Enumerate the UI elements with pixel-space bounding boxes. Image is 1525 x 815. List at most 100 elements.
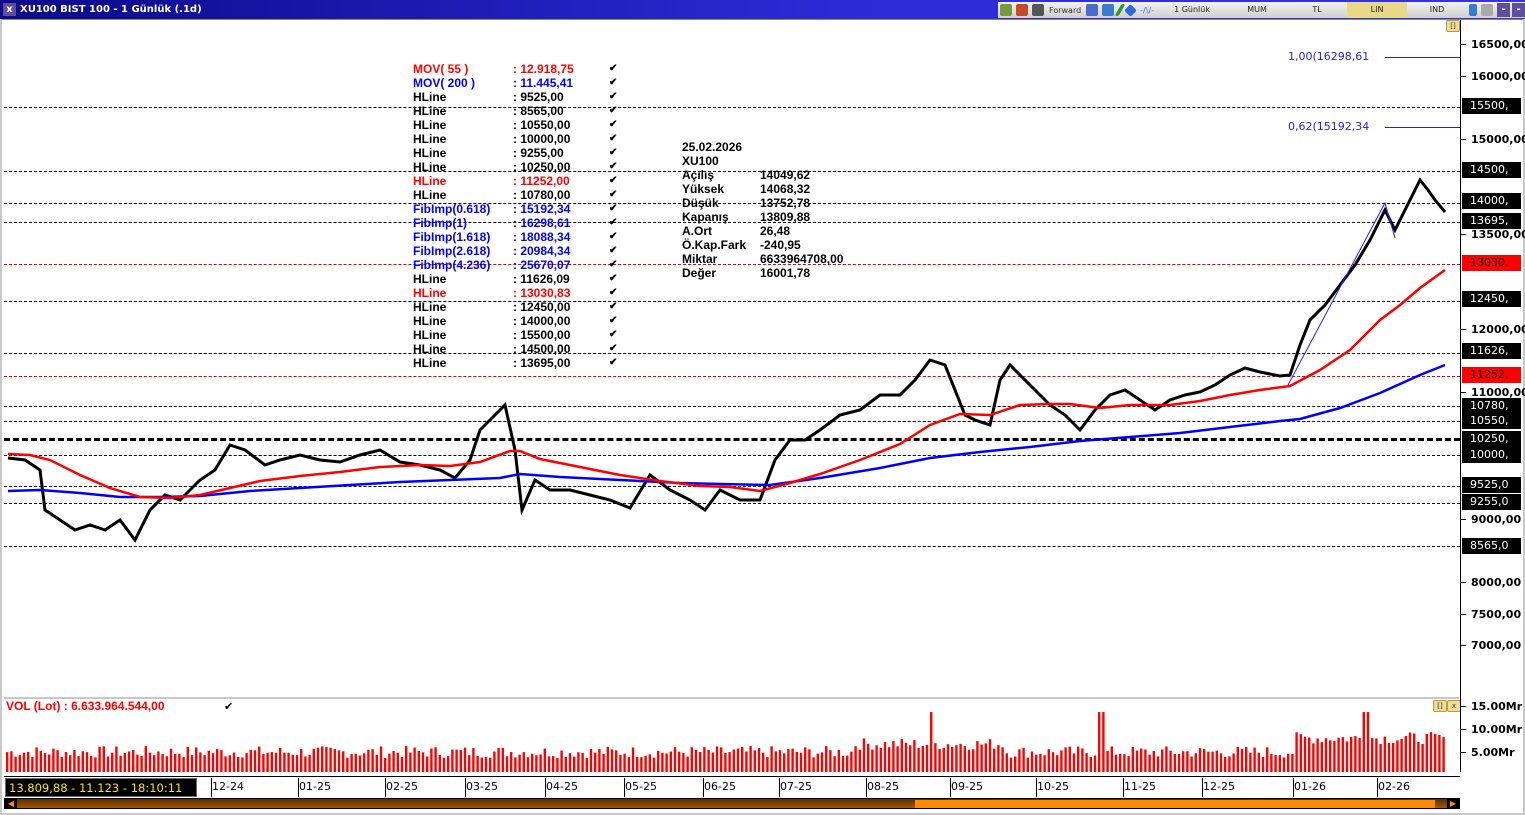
price-axis[interactable] <box>1460 20 1522 772</box>
currency-selector[interactable]: TL <box>1312 5 1322 14</box>
check-icon[interactable]: ✔ <box>609 147 618 158</box>
check-icon[interactable]: ✔ <box>609 161 618 172</box>
legend-row[interactable]: HLine: 10250,00 ✔ <box>413 160 621 174</box>
time-axis[interactable] <box>4 776 1460 798</box>
check-icon[interactable]: ✔ <box>609 231 618 242</box>
legend-row[interactable]: MOV( 200 ): 11.445,41 ✔ <box>413 76 621 90</box>
legend-row[interactable]: FibImp(0.618): 15192,34 ✔ <box>413 202 621 216</box>
arrow-tool-icon[interactable] <box>1469 4 1478 16</box>
check-icon[interactable]: ✔ <box>609 91 618 102</box>
hline-14500[interactable] <box>4 171 1460 172</box>
legend-row[interactable]: HLine: 12450,00 ✔ <box>413 300 621 314</box>
legend-row[interactable]: HLine: 10000,00 ✔ <box>413 132 621 146</box>
legend-row[interactable]: HLine: 10780,00 ✔ <box>413 188 621 202</box>
signal-icon[interactable]: -/\/- <box>1140 5 1155 15</box>
minimize-button[interactable]: - <box>1497 3 1511 17</box>
check-icon[interactable]: ✔ <box>609 189 618 200</box>
legend-row[interactable]: HLine: 13695,00 ✔ <box>413 356 621 370</box>
diamond-icon[interactable] <box>1124 3 1138 17</box>
info-row: Yüksek 14068,32 <box>682 182 811 196</box>
check-icon[interactable]: ✔ <box>609 259 618 270</box>
hline-8565[interactable] <box>4 546 1460 547</box>
legend-row[interactable]: HLine: 9525,00 ✔ <box>413 90 621 104</box>
restore-button[interactable]: - <box>1512 3 1525 17</box>
axis-box: 11626, <box>1462 343 1521 359</box>
volume-legend: VOL (Lot) : 6.633.964.544,00 <box>6 699 165 713</box>
hline-10780[interactable] <box>4 406 1460 407</box>
check-icon[interactable]: ✔ <box>609 245 618 256</box>
legend-row[interactable]: HLine: 11252,00 ✔ <box>413 174 621 188</box>
settings-tools-icon[interactable] <box>1481 4 1494 16</box>
info-row: Kapanış 13809,88 <box>682 210 811 224</box>
check-icon[interactable]: ✔ <box>609 63 618 74</box>
legend-row[interactable]: HLine: 9255,00 ✔ <box>413 146 621 160</box>
check-icon[interactable]: ✔ <box>609 357 618 368</box>
legend-row[interactable]: FibImp(4.236): 25670,07 ✔ <box>413 258 621 272</box>
axis-box: 11252, <box>1462 367 1521 383</box>
hline-10250[interactable] <box>4 438 1460 441</box>
hline-10000[interactable] <box>4 455 1460 456</box>
check-icon[interactable]: ✔ <box>609 301 618 312</box>
legend-row[interactable]: HLine: 15500,00 ✔ <box>413 328 621 342</box>
check-icon[interactable]: ✔ <box>609 119 618 130</box>
scroll-thumb[interactable] <box>915 800 1435 808</box>
check-icon[interactable]: ✔ <box>609 329 618 340</box>
hline-13030[interactable] <box>4 264 1460 265</box>
check-icon[interactable]: ✔ <box>609 133 618 144</box>
info-symbol: XU100 <box>682 154 719 168</box>
price-pane-maximize-button[interactable]: [] <box>1446 20 1460 32</box>
check-icon[interactable]: ✔ <box>609 273 618 284</box>
calendar-icon[interactable] <box>1086 4 1099 16</box>
scroll-right-arrow-icon[interactable]: ▶ <box>1447 799 1459 808</box>
legend-row[interactable]: FibImp(1): 16298,61 ✔ <box>413 216 621 230</box>
check-icon[interactable]: ✔ <box>609 77 618 88</box>
legend-row[interactable]: HLine: 14000,00 ✔ <box>413 314 621 328</box>
hline-13695[interactable] <box>4 222 1460 223</box>
price-chart[interactable] <box>4 20 1459 695</box>
hline-11252[interactable] <box>4 376 1460 377</box>
volume-pane[interactable] <box>4 697 1459 776</box>
chart-type-selector[interactable]: MUM <box>1247 5 1267 14</box>
indicator-icon[interactable] <box>1016 4 1028 16</box>
hline-12450[interactable] <box>4 301 1460 302</box>
check-icon[interactable]: ✔ <box>609 175 618 186</box>
check-icon[interactable]: ✔ <box>609 217 618 228</box>
time-scrollbar[interactable]: ◀ ▶ <box>4 798 1460 809</box>
forward-icon[interactable] <box>1032 4 1044 16</box>
legend-row[interactable]: HLine: 11626,09 ✔ <box>413 272 621 286</box>
period-selector[interactable]: 1 Günlük <box>1174 5 1210 14</box>
scroll-left-arrow-icon[interactable]: ◀ <box>5 799 17 808</box>
hline-11626[interactable] <box>4 353 1460 354</box>
indicator-menu[interactable]: IND <box>1429 5 1445 14</box>
legend-row[interactable]: HLine: 13030,83 ✔ <box>413 286 621 300</box>
legend-row[interactable]: FibImp(2.618): 20984,34 ✔ <box>413 244 621 258</box>
axis-box: 12450, <box>1462 291 1521 307</box>
check-icon[interactable]: ✔ <box>609 315 618 326</box>
check-icon[interactable]: ✔ <box>224 700 234 713</box>
info-date: 25.02.2026 <box>682 140 743 154</box>
check-icon[interactable]: ✔ <box>609 287 618 298</box>
close-chart-button[interactable]: x <box>3 3 16 16</box>
legend-row[interactable]: HLine: 10550,00 ✔ <box>413 118 621 132</box>
compare-icon[interactable] <box>1102 4 1115 16</box>
check-icon[interactable]: ✔ <box>609 105 618 116</box>
fib-line-062[interactable] <box>1385 127 1460 128</box>
hline-15500[interactable] <box>4 107 1460 108</box>
hline-14000[interactable] <box>4 203 1460 204</box>
hline-9255[interactable] <box>4 503 1460 504</box>
check-icon[interactable]: ✔ <box>609 343 618 354</box>
template-icon[interactable] <box>1000 4 1012 16</box>
axis-box: 9525,0 <box>1462 477 1521 493</box>
hline-10550[interactable] <box>4 421 1460 422</box>
legend-row[interactable]: FibImp(1.618): 18088,34 ✔ <box>413 230 621 244</box>
legend-row[interactable]: HLine: 8565,00 ✔ <box>413 104 621 118</box>
window-titlebar: x XU100 BIST 100 - 1 Günlük (.1d) Forwar… <box>0 0 1525 20</box>
volume-pane-maximize-button[interactable]: [] <box>1433 700 1447 712</box>
fib-line-100[interactable] <box>1385 57 1460 58</box>
scale-selector[interactable]: LIN <box>1347 2 1408 18</box>
check-icon[interactable]: ✔ <box>609 203 618 214</box>
legend-row[interactable]: HLine: 14500,00 ✔ <box>413 342 621 356</box>
forward-label[interactable]: Forward <box>1049 5 1082 15</box>
legend-row[interactable]: MOV( 55 ): 12.918,75 ✔ <box>413 62 621 76</box>
chart-toolbar: Forward -/\/- 1 Günlük MUM TL LIN IND - … <box>998 2 1525 18</box>
